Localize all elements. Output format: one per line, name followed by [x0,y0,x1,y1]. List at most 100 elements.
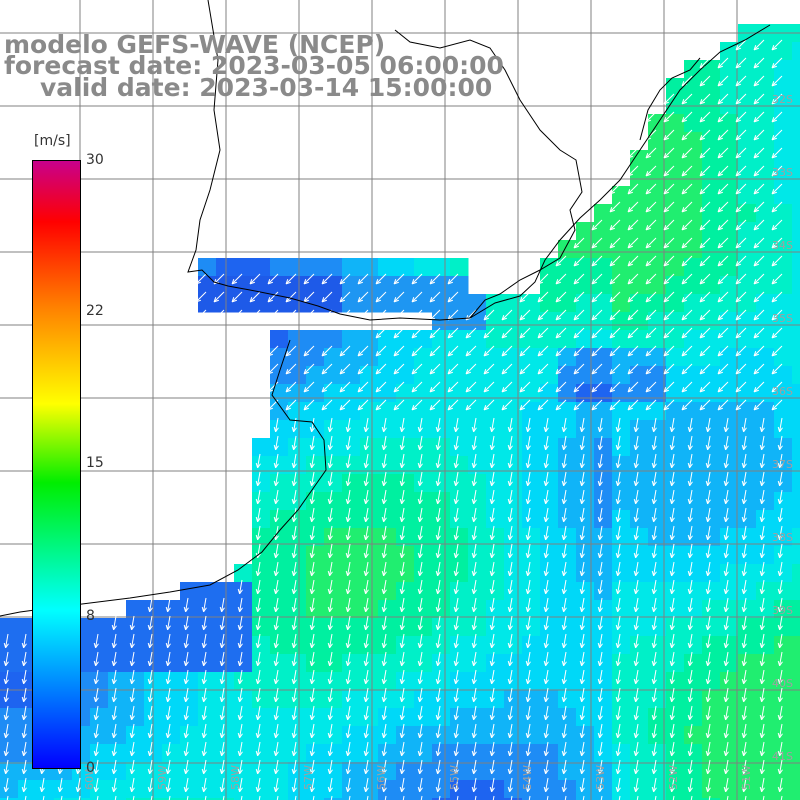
wind-arrow [267,345,279,357]
wind-arrow [447,363,459,375]
wind-arrow [699,111,711,123]
wind-cell [432,528,451,547]
wind-arrow [273,543,279,559]
wind-cell [486,330,505,349]
wind-arrow [3,723,9,739]
wind-arrow [240,795,243,800]
wind-cell [288,258,307,277]
wind-arrow [417,561,423,577]
wind-cell [522,330,541,349]
wind-arrow [471,615,477,631]
wind-cell [720,420,739,439]
wind-arrow [345,543,351,559]
wind-arrow [582,795,585,800]
wind-cell [288,330,307,349]
wind-arrow [663,147,675,159]
wind-cell [684,132,703,151]
wind-arrow [723,471,729,487]
wind-arrow [543,543,549,559]
wind-cell [270,690,289,709]
wind-arrow [309,723,315,739]
wind-arrow [393,327,405,339]
wind-arrow [663,201,675,213]
wind-arrow [357,399,369,411]
wind-arrow [519,291,531,303]
wind-cell [630,636,649,655]
wind-arrow [579,759,585,775]
wind-arrow [735,93,747,105]
wind-arrow [327,687,333,703]
wind-arrow [633,579,639,595]
wind-arrow [465,345,477,357]
wind-arrow [651,615,657,631]
wind-cell [558,366,577,385]
wind-arrow [609,363,621,375]
wind-cell [0,690,19,709]
wind-cell [792,708,800,727]
wind-arrow [273,741,279,757]
wind-cell [576,528,595,547]
wind-cell [630,726,649,745]
wind-cell [90,744,109,763]
wind-cell [342,654,361,673]
wind-cell [306,690,325,709]
wind-cell [108,618,127,637]
wind-arrow [489,525,495,541]
wind-arrow [489,615,495,631]
wind-arrow [501,363,513,375]
wind-cell [684,276,703,295]
wind-cell [414,276,433,295]
wind-arrow [669,561,675,577]
wind-cell [792,546,800,565]
wind-cell [288,276,307,295]
wind-cell [702,546,721,565]
wind-arrow [237,669,243,685]
wind-arrow [741,561,747,577]
wind-cell [630,276,649,295]
wind-cell [612,636,631,655]
wind-cell [378,618,397,637]
longitude-label: 53W [594,765,607,790]
wind-arrow [453,777,459,793]
wind-cell [0,708,19,727]
wind-arrow [687,723,693,739]
wind-cell [180,582,199,601]
wind-cell [612,240,631,259]
wind-cell [792,114,800,133]
wind-arrow [651,489,657,505]
wind-cell [738,456,757,475]
wind-arrow [519,399,531,411]
wind-arrow [777,615,783,631]
wind-cell [306,672,325,691]
wind-cell [306,438,325,457]
wind-cell [288,582,307,601]
wind-cell [522,744,541,763]
wind-cell [540,312,559,331]
wind-cell [522,654,541,673]
wind-arrow [627,183,639,195]
wind-arrow [381,561,387,577]
wind-cell [792,474,800,493]
wind-cell [792,384,800,403]
wind-arrow [597,615,603,631]
wind-arrow [573,255,585,267]
wind-cell [792,96,800,115]
wind-cell [738,42,757,61]
wind-arrow [759,453,765,469]
wind-arrow [309,489,315,505]
wind-cell [180,726,199,745]
wind-arrow [111,705,117,721]
wind-cell [90,708,109,727]
wind-arrow [447,399,459,411]
wind-cell [450,294,469,313]
wind-cell [666,258,685,277]
wind-cell [270,636,289,655]
wind-arrow [741,579,747,595]
wind-arrow [705,615,711,631]
wind-arrow [681,147,693,159]
wind-cell [360,780,379,799]
wind-arrow [291,651,297,667]
latitude-label: 36S [772,385,793,398]
wind-arrow [717,165,729,177]
wind-arrow [597,417,603,433]
